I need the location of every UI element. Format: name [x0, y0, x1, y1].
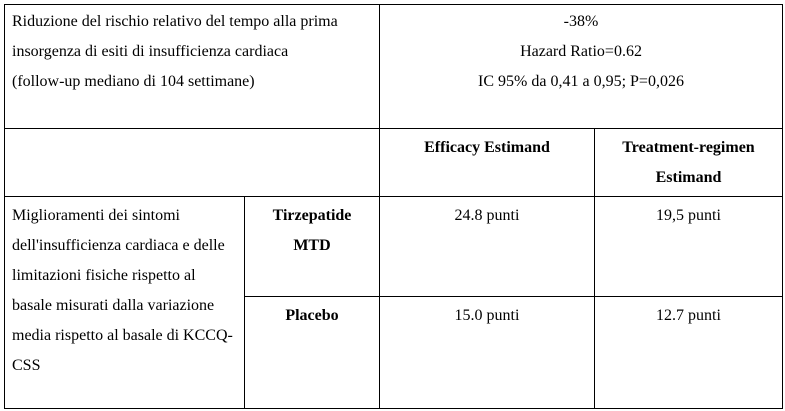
- outcome-note: (follow-up mediano di 104 settimane): [12, 73, 255, 90]
- cell: Riduzione del rischio relativo del tempo…: [4, 4, 380, 129]
- summary-row: Riduzione del rischio relativo del tempo…: [4, 4, 783, 129]
- result-line: -38%: [563, 13, 599, 30]
- result-line: IC 95% da 0,41 a 0,95; P=0,026: [478, 73, 684, 90]
- header-row: Efficacy Estimand Treatment-regimen Esti…: [4, 128, 783, 197]
- empty-cell: [4, 128, 380, 197]
- results-table: Riduzione del rischio relativo del tempo…: [4, 4, 783, 409]
- outcome-cell: Miglioramenti dei sintomi dell'insuffici…: [4, 196, 245, 409]
- outcome-text: Riduzione del rischio relativo del tempo…: [12, 13, 338, 60]
- value-cell: 15.0 punti: [379, 296, 595, 409]
- result-line: Hazard Ratio=0.62: [520, 43, 642, 60]
- column-header: Treatment-regimen Estimand: [594, 128, 783, 197]
- column-header: Efficacy Estimand: [379, 128, 595, 197]
- group-row: Miglioramenti dei sintomi dell'insuffici…: [4, 196, 783, 409]
- value-cell: 24.8 punti: [379, 196, 595, 297]
- group-name: Tirzepatide MTD: [244, 196, 380, 297]
- value-cell: 19,5 punti: [594, 196, 783, 297]
- cell: -38% Hazard Ratio=0.62 IC 95% da 0,41 a …: [379, 4, 783, 129]
- group-name: Placebo: [244, 296, 380, 409]
- value-cell: 12.7 punti: [594, 296, 783, 409]
- group-row: Placebo 15.0 punti 12.7 punti: [5, 296, 783, 409]
